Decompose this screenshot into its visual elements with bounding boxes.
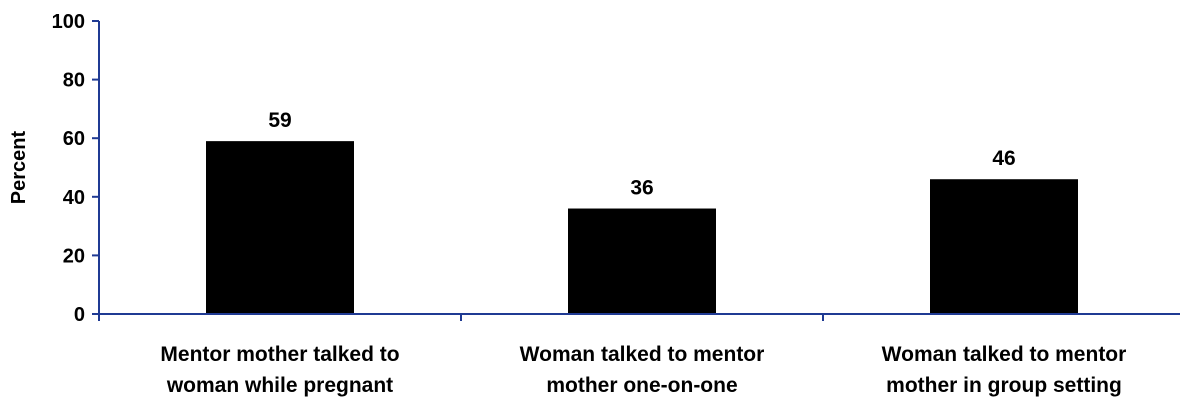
category-labels: Mentor mother talked to woman while pregn… xyxy=(160,343,1126,397)
category-label: Woman talked to mentor xyxy=(882,343,1127,366)
category-label: Mentor mother talked to xyxy=(160,343,399,366)
y-tick-label: 40 xyxy=(63,187,85,209)
bar xyxy=(568,208,716,314)
category-label: woman while pregnant xyxy=(166,374,393,397)
bar xyxy=(206,141,354,314)
bar-data-labels: 59 36 46 xyxy=(268,109,1015,199)
category-label: Woman talked to mentor xyxy=(520,343,765,366)
y-tick-label: 80 xyxy=(63,70,85,92)
bars xyxy=(206,141,1078,314)
y-tick-label: 0 xyxy=(74,304,85,326)
y-tick-label: 60 xyxy=(63,128,85,150)
category-label: mother one-on-one xyxy=(546,374,737,397)
y-tick-label: 20 xyxy=(63,245,85,267)
bar-value-label: 36 xyxy=(630,177,653,200)
y-tick-label: 100 xyxy=(52,11,85,33)
category-label: mother in group setting xyxy=(886,374,1122,397)
bar-value-label: 46 xyxy=(992,147,1015,170)
y-axis-title: Percent xyxy=(8,130,30,204)
bar xyxy=(930,179,1078,314)
y-axis-ticks: 0 20 40 60 80 100 xyxy=(52,11,99,326)
bar-value-label: 59 xyxy=(268,109,291,132)
x-axis-ticks xyxy=(98,314,824,321)
